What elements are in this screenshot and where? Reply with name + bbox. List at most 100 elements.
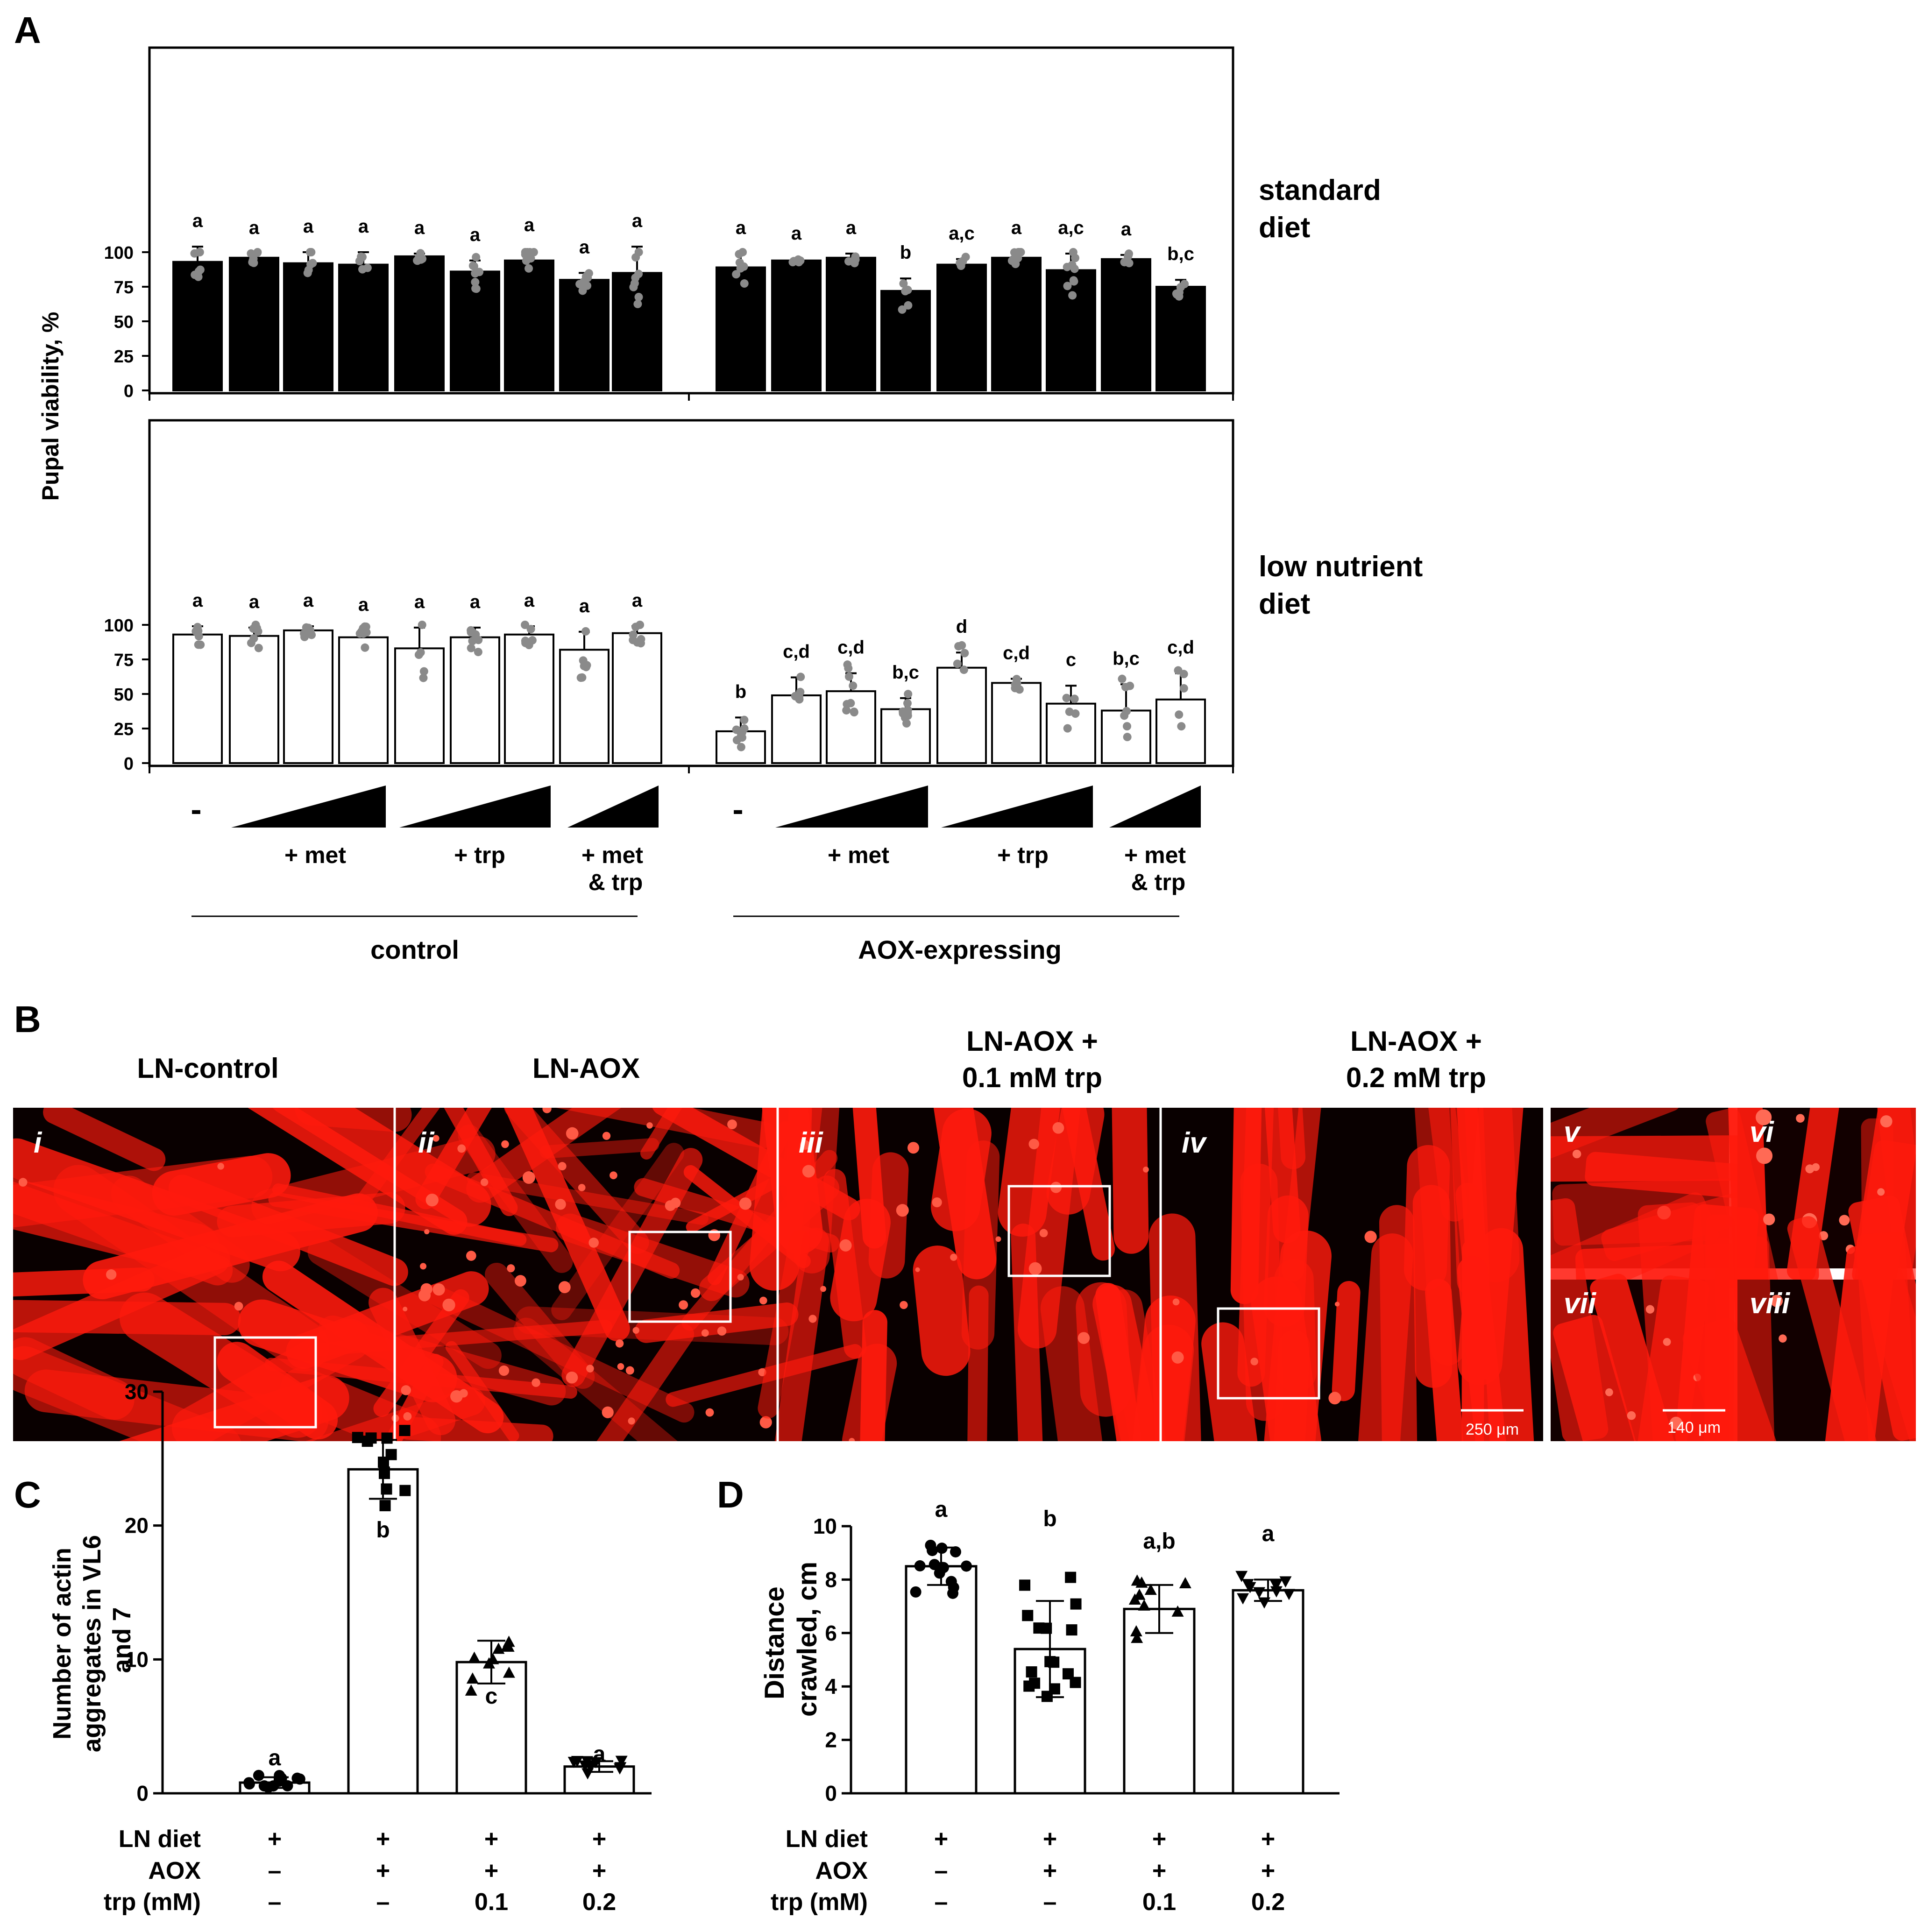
micrograph-main (13, 1108, 1537, 1441)
panel-d-cond-label-1: AOX (815, 1857, 868, 1884)
point-low-7-2 (581, 627, 590, 636)
point-standard-10-3 (789, 257, 798, 266)
bar-standard-17 (1155, 286, 1206, 391)
point-standard-5-4 (471, 278, 480, 287)
muscle-fiber-2-27 (445, 1341, 519, 1441)
actin-aggregate-2-35 (628, 1417, 635, 1425)
sig-letter-low-13: d (956, 616, 967, 637)
panel-c-cond-0-2: + (484, 1826, 498, 1853)
ytick-label-low-75: 75 (114, 651, 134, 670)
muscle-fiber-4-2 (1332, 1281, 1361, 1401)
muscle-fiber-2-30 (467, 1172, 709, 1225)
row-label-standard: standard diet (1259, 174, 1389, 244)
actin-aggregate-3-19 (1050, 1182, 1062, 1193)
panel-d-point-2-7 (1179, 1577, 1191, 1589)
panel-c-cond-1-0: – (268, 1857, 282, 1884)
actin-aggregate-2-0 (646, 1122, 653, 1129)
micro-label-vi: vi (1750, 1116, 1774, 1148)
muscle-fiber-2-10 (425, 1284, 695, 1423)
point-low-16-4 (1123, 722, 1132, 731)
actin-aggregate-2-27 (542, 1108, 552, 1113)
aox-trp-wedge (941, 786, 1093, 828)
panel-d-sig-letter-1: b (1043, 1507, 1056, 1531)
actin-aggregate-2-39 (586, 1365, 594, 1373)
muscle-fiber-1-12 (13, 1172, 220, 1274)
actin-aggregate-2-47 (507, 1264, 515, 1273)
micro-label-iv: iv (1182, 1127, 1207, 1159)
point-standard-9-2 (735, 250, 744, 259)
panel-d-point-0-2 (950, 1546, 961, 1557)
actin-aggregate-3-16 (849, 1437, 855, 1441)
actin-aggregate-2-29 (442, 1298, 455, 1312)
ytick-label-standard-100: 100 (104, 243, 134, 263)
point-low-9-8 (737, 743, 745, 751)
control-met-wedge (231, 786, 386, 828)
point-low-3-7 (359, 624, 368, 633)
actin-aggregate-2-23 (632, 1327, 639, 1334)
point-standard-15-5 (1070, 277, 1078, 286)
panel-a-low-nutrient-plot: 0 25 50 75 100 a a a a a a a a a b c,d c,d b,c d c,d c b,c c,d (104, 590, 1234, 774)
bar-low-1 (229, 635, 279, 764)
ytick-label-standard-0: 0 (124, 382, 134, 401)
ytick-label-low-25: 25 (114, 720, 134, 739)
sig-letter-low-12: b,c (892, 662, 919, 683)
bar-low-4 (394, 647, 445, 764)
muscle-fiber-2-39 (556, 1213, 750, 1298)
point-low-15-2 (1063, 724, 1072, 733)
panel-letter-d: D (717, 1474, 744, 1515)
muscle-fiber-2-1 (554, 1323, 695, 1441)
point-low-7-6 (579, 656, 588, 665)
point-standard-1-4 (253, 248, 262, 256)
point-standard-16-4 (1125, 259, 1134, 268)
actin-aggregate-2-53 (701, 1329, 709, 1337)
point-low-16-5 (1123, 733, 1132, 742)
roi-box-iii (1007, 1185, 1111, 1277)
bar-standard-16 (1101, 258, 1151, 391)
actin-aggregate-4-1 (1171, 1351, 1184, 1364)
panel-d-cond-0-0: + (934, 1826, 948, 1853)
muscle-fiber-4-21 (1230, 1108, 1263, 1304)
actin-aggregate-3-8 (1143, 1167, 1149, 1173)
panel-c-point-1-1 (352, 1432, 363, 1444)
panel-d-point-2-8 (1131, 1632, 1143, 1643)
row-label-low-nutrient: low nutrient diet (1259, 551, 1431, 620)
muscle-fiber-2-24 (354, 1108, 452, 1210)
sig-letter-low-7: a (579, 596, 590, 616)
panel-d-cond-1-2: + (1152, 1857, 1166, 1884)
actin-aggregate-2-38 (558, 1281, 571, 1294)
bar-standard-13 (936, 263, 987, 391)
actin-aggregate-2-11 (690, 1288, 701, 1298)
sig-letter-low-4: a (414, 592, 425, 612)
panel-c-sig-letter-1: b (376, 1518, 390, 1543)
actin-aggregate-3-17 (1077, 1332, 1090, 1344)
actin-aggregate-2-40 (457, 1144, 466, 1153)
point-low-10-5 (796, 687, 805, 696)
sig-letter-standard-3: a (358, 216, 369, 237)
actin-aggregate-2-8 (566, 1127, 579, 1140)
actin-aggregate-2-20 (432, 1283, 445, 1296)
actin-aggregate-2-43 (566, 1371, 578, 1384)
panel-d-cond-1-0: – (935, 1857, 948, 1884)
panel-a-standard-plot: 0 25 50 75 100 a a a a a a a a a a a a b a,c a a,c a b,c (104, 211, 1234, 401)
point-low-1-6 (251, 621, 260, 629)
actin-aggregate-4-0 (1250, 1358, 1258, 1366)
inset-aggregate-7-4 (1669, 1416, 1683, 1430)
point-standard-9-5 (732, 270, 741, 279)
actin-aggregate-2-7 (679, 1300, 688, 1310)
muscle-fiber-3-24 (930, 1108, 997, 1280)
muscle-fiber-3-25 (762, 1227, 829, 1441)
panel-d-cond-0-2: + (1152, 1826, 1166, 1853)
sig-letter-standard-13: a,c (949, 223, 975, 244)
micro-title-ln-aox-01trp: LN-AOX + 0.1 mM trp (962, 1026, 1102, 1093)
scalebar-main-label: 250 μm (1466, 1421, 1519, 1438)
actin-aggregate-4-5 (1328, 1392, 1341, 1405)
bar-standard-2 (283, 262, 333, 391)
actin-aggregate-2-33 (420, 1263, 427, 1270)
inset-fiber-8-4 (1787, 1216, 1877, 1441)
actin-aggregate-4-3 (1364, 1231, 1377, 1243)
micro-title-line-4-2: 0.2 mM trp (1346, 1062, 1486, 1093)
point-low-6-5 (526, 625, 535, 634)
aox-mettrp-line1: + met (1124, 842, 1186, 868)
ytick-label-low-0: 0 (124, 754, 134, 774)
panel-c-ylabel-line3: and 7 (108, 1607, 136, 1673)
